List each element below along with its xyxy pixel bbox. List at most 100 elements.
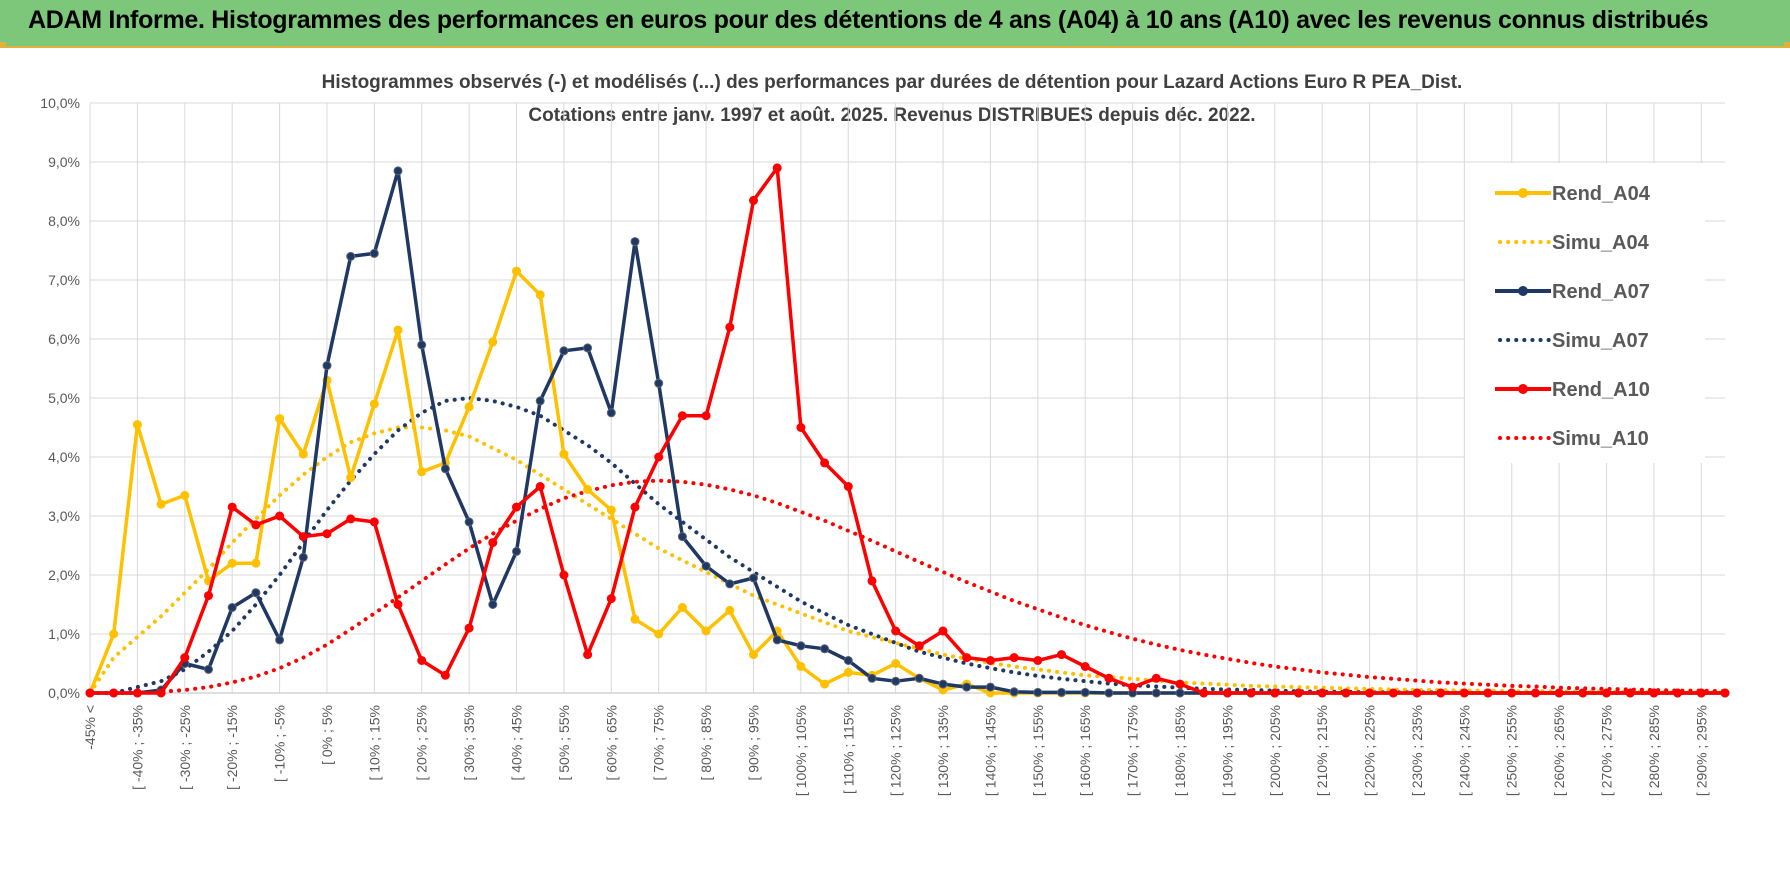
legend-marker xyxy=(1518,384,1528,394)
x-tick-label: [ 70% ; 75% xyxy=(651,705,667,781)
data-point xyxy=(843,482,853,491)
data-point xyxy=(1104,688,1114,698)
data-point xyxy=(369,517,379,527)
data-point xyxy=(298,552,308,562)
x-tick-label: [ 180% ; 185% xyxy=(1172,705,1188,796)
data-point xyxy=(701,626,711,636)
data-point xyxy=(109,688,119,698)
y-tick-label: 2,0% xyxy=(48,567,80,583)
gridlines xyxy=(89,102,1725,694)
x-tick-label: [ 40% ; 45% xyxy=(509,705,525,781)
data-point xyxy=(1412,688,1422,698)
series-line xyxy=(90,166,1725,695)
data-point xyxy=(630,614,640,624)
data-point xyxy=(1128,682,1138,692)
legend-label: Rend_A07 xyxy=(1552,281,1650,303)
data-point xyxy=(1649,688,1659,698)
data-point xyxy=(251,520,261,530)
line-chart: Histogrammes observés (-) et modélisés (… xyxy=(40,72,1730,796)
data-point xyxy=(677,603,687,612)
data-point xyxy=(488,337,498,347)
legend-label: Simu_A07 xyxy=(1552,330,1649,352)
data-point xyxy=(393,325,403,335)
x-tick-label: [ 80% ; 85% xyxy=(698,705,714,781)
data-point xyxy=(914,641,924,651)
data-point xyxy=(512,502,521,512)
data-point xyxy=(156,688,166,698)
data-point xyxy=(1720,688,1730,698)
chart-container: Histogrammes observés (-) et modélisés (… xyxy=(0,48,1790,888)
series-simu_a10 xyxy=(88,478,1727,695)
data-point xyxy=(772,163,782,173)
data-point xyxy=(654,378,664,388)
x-tick-label: [ 150% ; 155% xyxy=(1030,705,1046,796)
data-point xyxy=(559,346,569,356)
series-line xyxy=(88,395,1727,695)
data-point xyxy=(132,688,142,698)
data-point xyxy=(1057,687,1066,697)
data-point xyxy=(1317,688,1327,698)
legend: Rend_A04 Simu_A04 Rend_A07 Simu_A07 Rend_A10… xyxy=(1465,163,1705,463)
data-point xyxy=(346,251,356,261)
data-point xyxy=(488,538,498,548)
legend-item: Rend_A10 xyxy=(1495,379,1650,401)
y-tick-label: 0,0% xyxy=(48,685,80,701)
data-point xyxy=(346,514,356,524)
data-point xyxy=(985,682,995,692)
data-point xyxy=(1033,687,1043,697)
x-tick-label: [ -10% ; -5% xyxy=(272,705,288,782)
data-point xyxy=(488,600,498,609)
x-tick-label: [ 250% ; 255% xyxy=(1504,705,1520,796)
data-point xyxy=(132,420,142,430)
data-point xyxy=(180,490,190,500)
data-point xyxy=(275,414,285,424)
data-point xyxy=(1175,679,1185,689)
legend-label: Simu_A04 xyxy=(1552,232,1650,254)
x-tick-label: [ 290% ; 295% xyxy=(1693,705,1709,796)
data-point xyxy=(749,195,758,205)
data-point xyxy=(1270,688,1280,698)
data-point xyxy=(1151,688,1161,698)
data-point xyxy=(654,629,664,639)
data-point xyxy=(298,532,308,542)
x-tick-label: [ 170% ; 175% xyxy=(1125,705,1141,796)
y-axis: 0,0% 1,0% 2,0% 3,0% 4,0% 5,0% 6,0% 7,0% 8,0% 9,0%… xyxy=(40,95,80,701)
data-point xyxy=(440,464,450,474)
data-point xyxy=(820,458,830,468)
chart-title-line2: Cotations entre janv. 1997 et août. 2025… xyxy=(528,105,1255,126)
y-tick-label: 6,0% xyxy=(48,331,80,347)
x-tick-label: [ 190% ; 195% xyxy=(1219,705,1235,796)
legend-label: Rend_A10 xyxy=(1552,379,1650,401)
data-point xyxy=(322,361,332,371)
series-layer xyxy=(85,163,1730,698)
data-point xyxy=(677,532,687,542)
legend-label: Rend_A04 xyxy=(1552,183,1651,205)
data-point xyxy=(393,166,403,176)
x-tick-label: [ 100% ; 105% xyxy=(793,705,809,796)
data-point xyxy=(322,529,332,539)
legend-item: Simu_A04 xyxy=(1498,232,1650,254)
data-point xyxy=(417,656,427,665)
data-point xyxy=(677,411,687,421)
legend-label: Simu_A10 xyxy=(1552,428,1649,450)
data-point xyxy=(512,266,521,276)
data-point xyxy=(227,558,237,568)
data-point xyxy=(772,635,782,645)
data-point xyxy=(156,499,166,509)
data-point xyxy=(1033,656,1043,665)
data-point xyxy=(1057,650,1066,660)
legend-item: Rend_A04 xyxy=(1495,183,1651,205)
data-point xyxy=(559,449,569,459)
data-point xyxy=(891,676,901,686)
x-tick-label: [ 110% ; 115% xyxy=(840,705,856,794)
data-point xyxy=(204,664,213,674)
data-point xyxy=(1696,688,1706,698)
data-point xyxy=(938,679,948,689)
y-tick-label: 7,0% xyxy=(48,272,80,288)
x-tick-label: [ 140% ; 145% xyxy=(982,705,998,796)
x-tick-label: [ -20% ; -15% xyxy=(224,705,240,790)
data-point xyxy=(535,396,545,406)
data-point xyxy=(559,570,569,580)
data-point xyxy=(725,605,735,615)
x-tick-label: [ 30% ; 35% xyxy=(461,705,477,781)
